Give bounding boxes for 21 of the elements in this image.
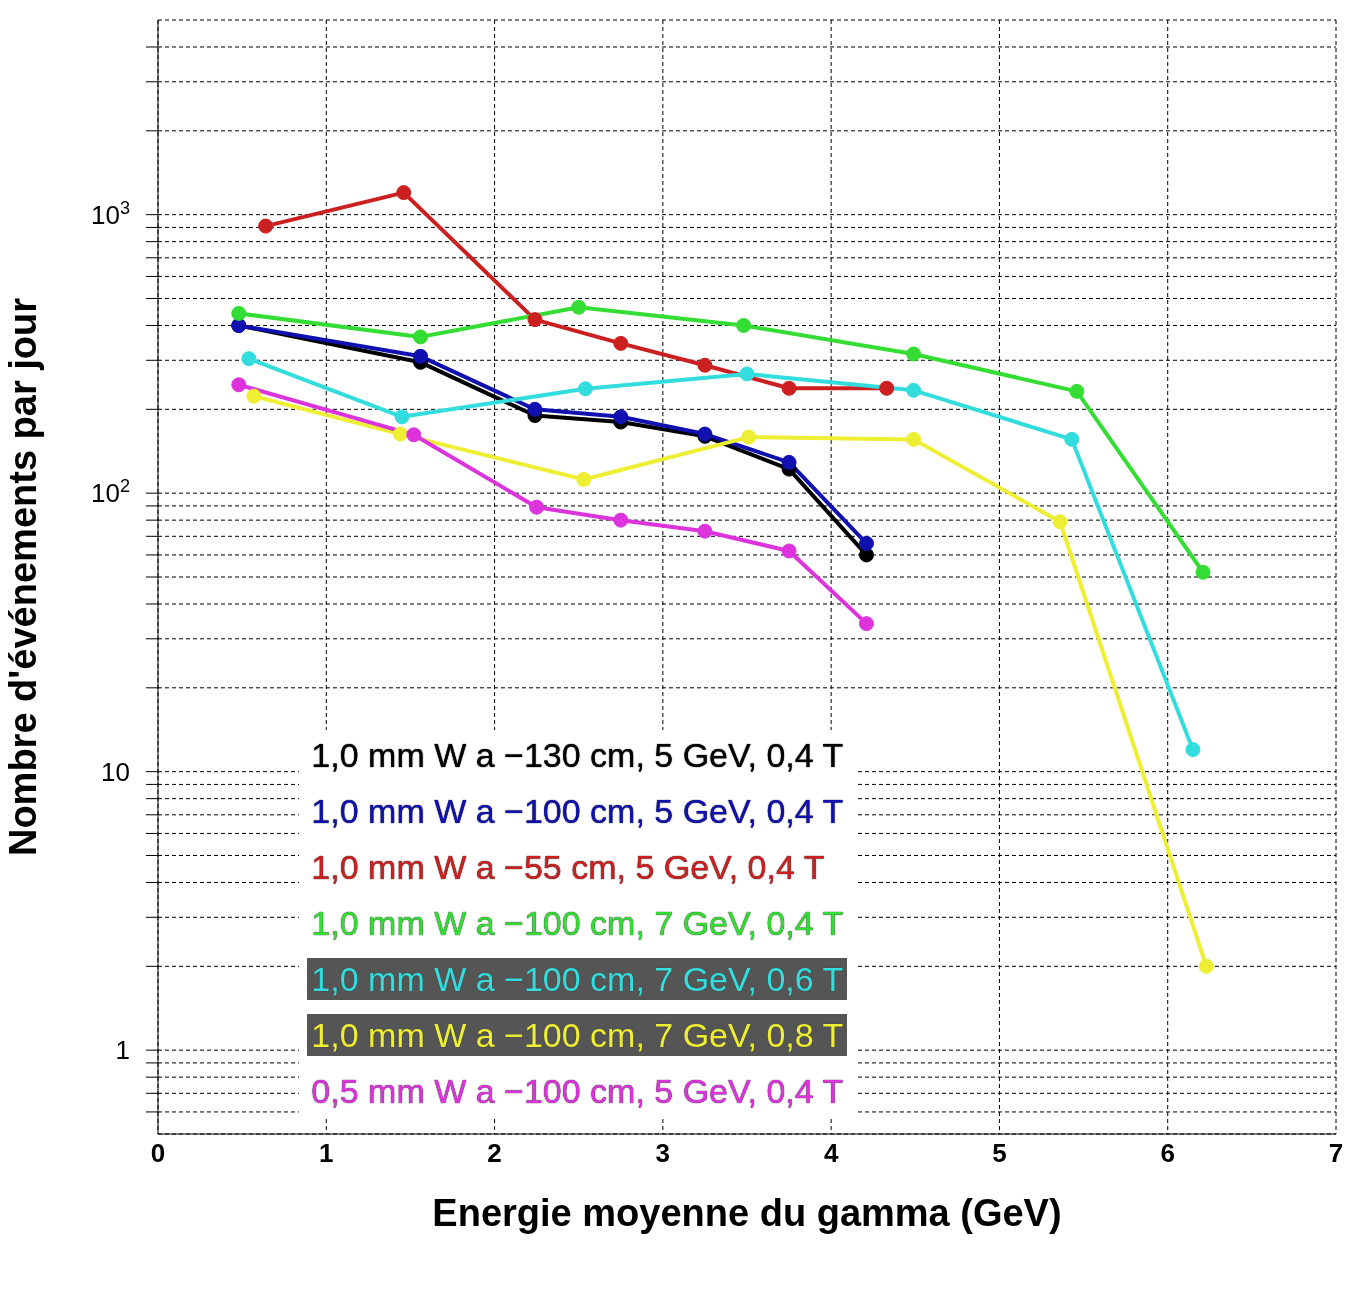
x-tick-label: 1	[319, 1138, 334, 1168]
x-tick-label: 4	[823, 1138, 839, 1168]
y-tick-label: 10$^{2}$	[90, 476, 130, 509]
text: 1,0 mm W a −100 cm, 7 GeV, 0,8 T	[307, 1014, 848, 1057]
x-tick-label: 7	[1328, 1138, 1344, 1168]
x-axis-title: Energie moyenne du gamma (GeV)	[432, 1192, 1062, 1234]
text: 1,0 mm W a −55 cm, 5 GeV, 0,4 T	[310, 847, 826, 889]
x-tick-label: 6	[1160, 1138, 1175, 1168]
text: 1,0 mm W a −100 cm, 7 GeV, 0,6 T	[307, 958, 848, 1001]
text: 0,5 mm W a −100 cm, 5 GeV, 0,4 T	[310, 1071, 845, 1113]
y-tick-label: 10$^{3}$	[90, 197, 130, 230]
y-axis-title: Nombre d'événements par jour	[2, 297, 45, 857]
x-tick-label: 2	[487, 1138, 502, 1168]
text: 1,0 mm W a −130 cm, 5 GeV, 0,4 T	[310, 735, 845, 777]
y-tick-label: 10	[101, 756, 130, 787]
text: 1,0 mm W a −100 cm, 5 GeV, 0,4 T	[310, 791, 845, 833]
x-tick-label: 0	[150, 1138, 166, 1168]
x-tick-label: 5	[992, 1138, 1007, 1168]
y-tick-label: 1	[115, 1035, 130, 1066]
text: 1,0 mm W a −100 cm, 7 GeV, 0,4 T	[310, 903, 845, 945]
x-tick-label: 3	[655, 1138, 671, 1168]
